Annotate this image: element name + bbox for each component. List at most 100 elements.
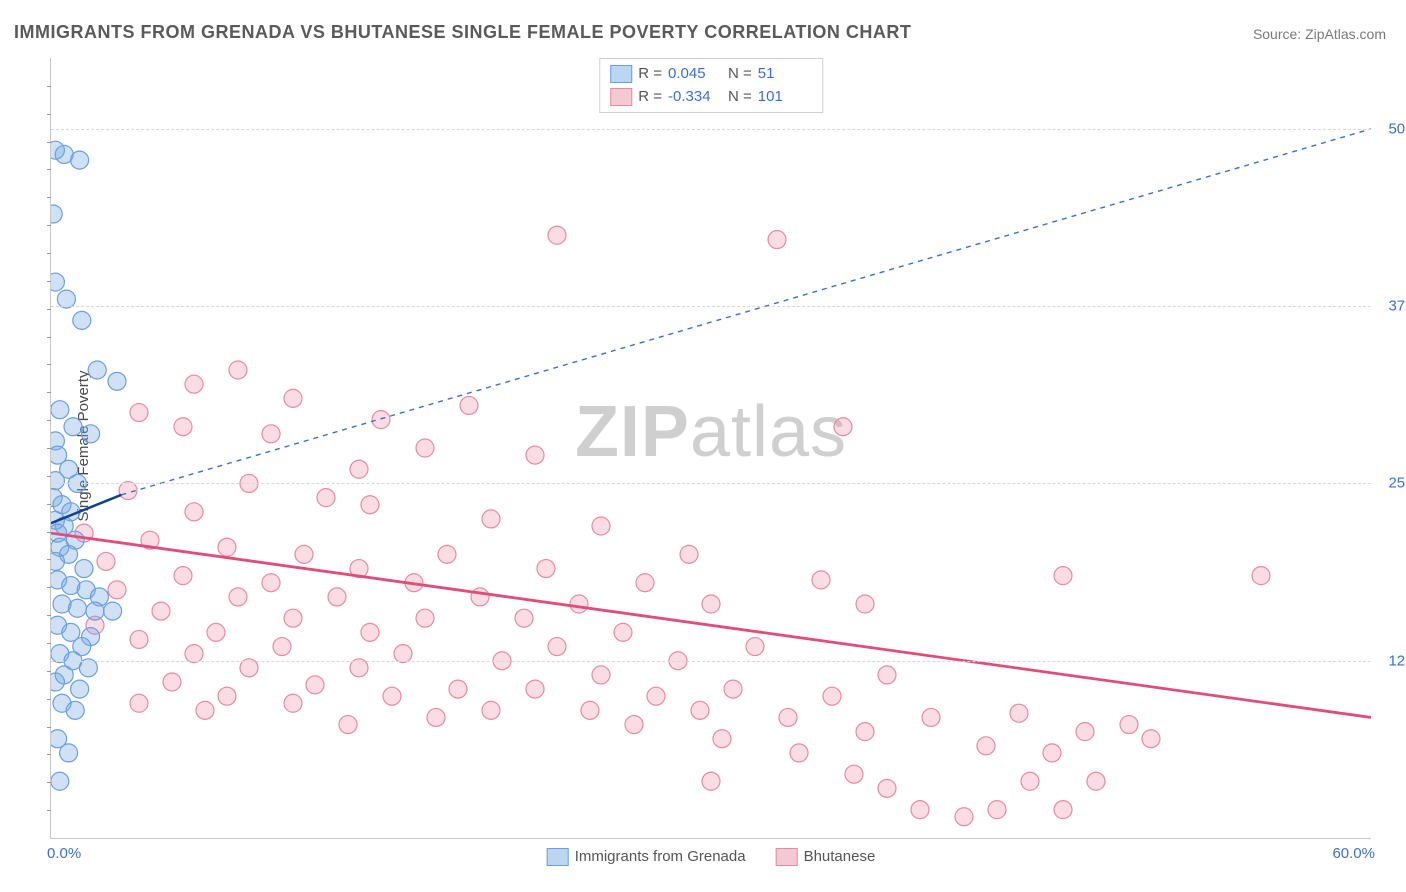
- regression-line: [121, 129, 1371, 495]
- scatter-point: [922, 708, 940, 726]
- chart-title: IMMIGRANTS FROM GRENADA VS BHUTANESE SIN…: [14, 22, 911, 43]
- ytick-minor: [47, 754, 51, 755]
- scatter-point: [51, 472, 64, 490]
- scatter-point: [636, 574, 654, 592]
- scatter-point: [570, 595, 588, 613]
- scatter-point: [1043, 744, 1061, 762]
- n-label: N =: [728, 63, 752, 86]
- scatter-point: [1142, 730, 1160, 748]
- scatter-point: [1021, 772, 1039, 790]
- scatter-point: [51, 673, 64, 691]
- scatter-point: [878, 666, 896, 684]
- swatch-series-1: [610, 88, 632, 106]
- scatter-point: [1054, 567, 1072, 585]
- scatter-point: [526, 680, 544, 698]
- scatter-point: [878, 779, 896, 797]
- scatter-point: [51, 273, 64, 291]
- scatter-point: [1076, 723, 1094, 741]
- scatter-point: [130, 694, 148, 712]
- scatter-point: [427, 708, 445, 726]
- ytick-minor: [47, 615, 51, 616]
- scatter-point: [537, 560, 555, 578]
- scatter-point: [64, 418, 82, 436]
- legend-label-1: Bhutanese: [804, 848, 876, 865]
- scatter-point: [449, 680, 467, 698]
- scatter-point: [515, 609, 533, 627]
- scatter-point: [284, 694, 302, 712]
- gridline-y: [51, 661, 1371, 662]
- scatter-point: [361, 496, 379, 514]
- stats-row-series-1: R = -0.334 N = 101: [610, 86, 812, 109]
- scatter-point: [988, 801, 1006, 819]
- ytick-minor: [47, 643, 51, 644]
- ytick-minor: [47, 532, 51, 533]
- scatter-point: [526, 446, 544, 464]
- scatter-point: [273, 638, 291, 656]
- gridline-y: [51, 129, 1371, 130]
- scatter-point: [130, 404, 148, 422]
- scatter-point: [306, 676, 324, 694]
- source-label: Source: ZipAtlas.com: [1253, 26, 1386, 42]
- ytick-label: 37.5%: [1381, 298, 1406, 315]
- scatter-point: [284, 609, 302, 627]
- scatter-point: [108, 581, 126, 599]
- scatter-point: [779, 708, 797, 726]
- xtick-0: 0.0%: [47, 845, 81, 862]
- scatter-point: [185, 375, 203, 393]
- scatter-point: [625, 716, 643, 734]
- legend-label-0: Immigrants from Grenada: [575, 848, 746, 865]
- scatter-point: [548, 638, 566, 656]
- scatter-point: [207, 623, 225, 641]
- scatter-point: [548, 226, 566, 244]
- legend-item-0: Immigrants from Grenada: [547, 848, 746, 866]
- n-label: N =: [728, 86, 752, 109]
- scatter-point: [229, 588, 247, 606]
- scatter-point: [790, 744, 808, 762]
- scatter-point: [262, 574, 280, 592]
- scatter-point: [51, 205, 62, 223]
- scatter-point: [416, 439, 434, 457]
- scatter-point: [856, 723, 874, 741]
- scatter-point: [218, 538, 236, 556]
- ytick-minor: [47, 448, 51, 449]
- scatter-point: [82, 425, 100, 443]
- ytick-label: 50.0%: [1381, 120, 1406, 137]
- ytick-minor: [47, 504, 51, 505]
- scatter-point: [229, 361, 247, 379]
- scatter-point: [130, 630, 148, 648]
- ytick-minor: [47, 810, 51, 811]
- scatter-point: [152, 602, 170, 620]
- ytick-minor: [47, 169, 51, 170]
- ytick-minor: [47, 587, 51, 588]
- chart-svg: [51, 58, 1371, 838]
- scatter-point: [856, 595, 874, 613]
- scatter-point: [295, 545, 313, 563]
- scatter-point: [746, 638, 764, 656]
- scatter-point: [592, 666, 610, 684]
- scatter-point: [1252, 567, 1270, 585]
- scatter-point: [66, 701, 84, 719]
- regression-line: [51, 533, 1371, 717]
- n-value-1: 101: [758, 86, 812, 109]
- scatter-point: [1087, 772, 1105, 790]
- scatter-point: [482, 701, 500, 719]
- ytick-minor: [47, 142, 51, 143]
- scatter-point: [339, 716, 357, 734]
- scatter-point: [581, 701, 599, 719]
- scatter-point: [438, 545, 456, 563]
- scatter-point: [71, 680, 89, 698]
- scatter-point: [647, 687, 665, 705]
- r-value-1: -0.334: [668, 86, 722, 109]
- scatter-point: [97, 552, 115, 570]
- ytick-minor: [47, 281, 51, 282]
- scatter-point: [702, 772, 720, 790]
- legend-swatch-0: [547, 848, 569, 866]
- scatter-point: [680, 545, 698, 563]
- scatter-point: [614, 623, 632, 641]
- scatter-point: [482, 510, 500, 528]
- ytick-minor: [47, 86, 51, 87]
- stats-row-series-0: R = 0.045 N = 51: [610, 63, 812, 86]
- scatter-point: [328, 588, 346, 606]
- scatter-point: [702, 595, 720, 613]
- ytick-label: 25.0%: [1381, 475, 1406, 492]
